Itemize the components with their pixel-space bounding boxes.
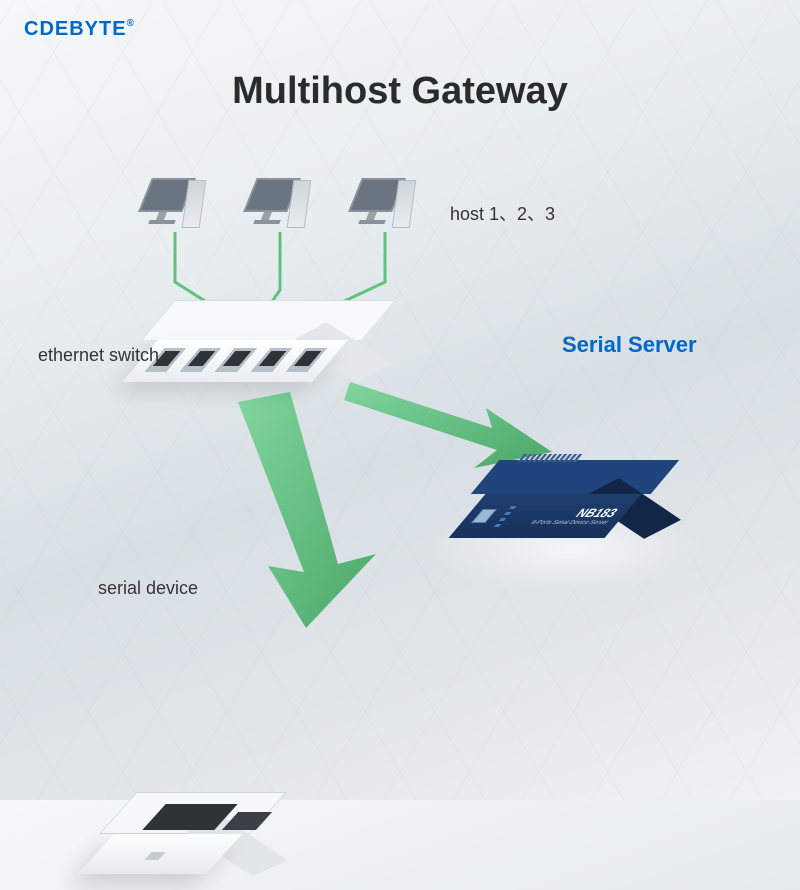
rj45-port [180, 348, 221, 372]
status-leds [494, 506, 517, 527]
server-subtitle: 8-Ports Serial Device Server [529, 520, 610, 526]
page-title: Multihost Gateway [232, 70, 568, 113]
serial-server: NB183 8-Ports Serial Device Server [465, 460, 675, 550]
label-server: Serial Server [562, 332, 697, 358]
label-hosts: host 1、2、3 [450, 200, 555, 226]
rj45-port [286, 348, 327, 372]
label-switch: ethernet switch [38, 345, 159, 366]
host-1 [145, 178, 215, 238]
brand-text: CDEBYTE [24, 18, 127, 40]
rj45-port [215, 348, 256, 372]
rj45-port [250, 348, 291, 372]
server-model: NB183 [534, 506, 621, 520]
ethernet-switch [140, 300, 400, 390]
host-3 [355, 178, 425, 238]
host-2 [250, 178, 320, 238]
registered-mark: ® [127, 18, 135, 29]
serial-device [100, 780, 290, 890]
ethernet-port-icon [471, 509, 497, 523]
brand-logo: CDEBYTE® [24, 18, 135, 41]
iso-grid-background [0, 0, 800, 800]
label-device: serial device [98, 578, 198, 599]
